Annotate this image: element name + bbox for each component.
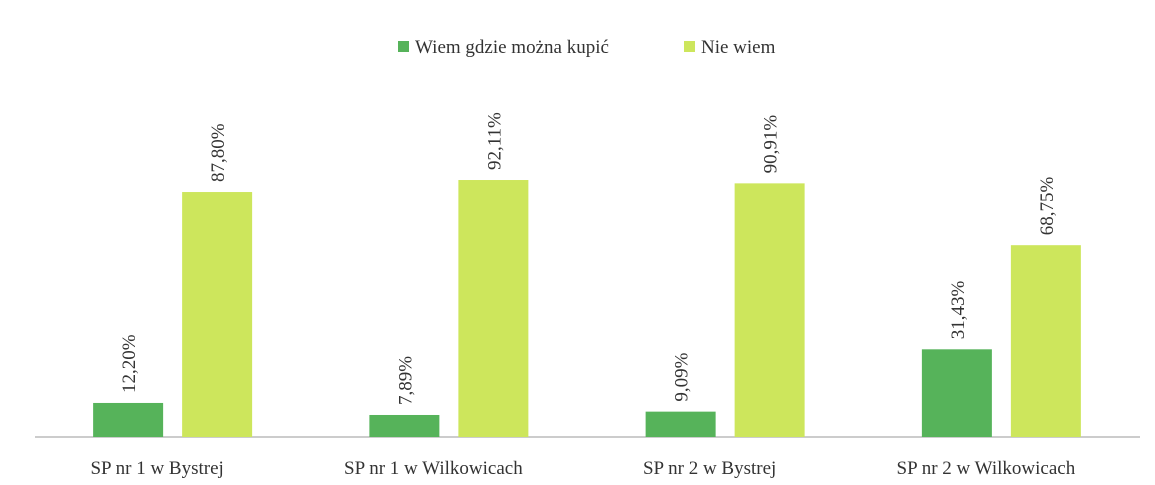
value-label: 9,09% bbox=[672, 352, 693, 401]
value-label: 12,20% bbox=[119, 334, 140, 393]
x-tick-label: SP nr 1 w Wilkowicach bbox=[344, 458, 523, 479]
x-tick-label: SP nr 2 w Wilkowicach bbox=[897, 458, 1076, 479]
bar bbox=[182, 192, 253, 437]
bar bbox=[93, 402, 164, 437]
value-label: 31,43% bbox=[948, 281, 969, 340]
x-tick-label: SP nr 1 w Bystrej bbox=[90, 458, 223, 479]
legend-swatch bbox=[398, 41, 409, 52]
value-label: 90,91% bbox=[761, 115, 782, 174]
legend-label: Wiem gdzie można kupić bbox=[415, 37, 609, 58]
bar bbox=[921, 349, 992, 437]
bar bbox=[734, 183, 805, 437]
value-label: 87,80% bbox=[208, 123, 229, 182]
value-label: 7,89% bbox=[395, 356, 416, 405]
bar bbox=[458, 180, 529, 437]
legend-label: Nie wiem bbox=[701, 37, 776, 58]
value-label: 92,11% bbox=[484, 112, 505, 170]
bar bbox=[645, 411, 716, 437]
x-tick-label: SP nr 2 w Bystrej bbox=[643, 458, 776, 479]
bar bbox=[1010, 245, 1081, 437]
value-label: 68,75% bbox=[1037, 176, 1058, 235]
bar bbox=[369, 414, 440, 437]
legend-swatch bbox=[684, 41, 695, 52]
